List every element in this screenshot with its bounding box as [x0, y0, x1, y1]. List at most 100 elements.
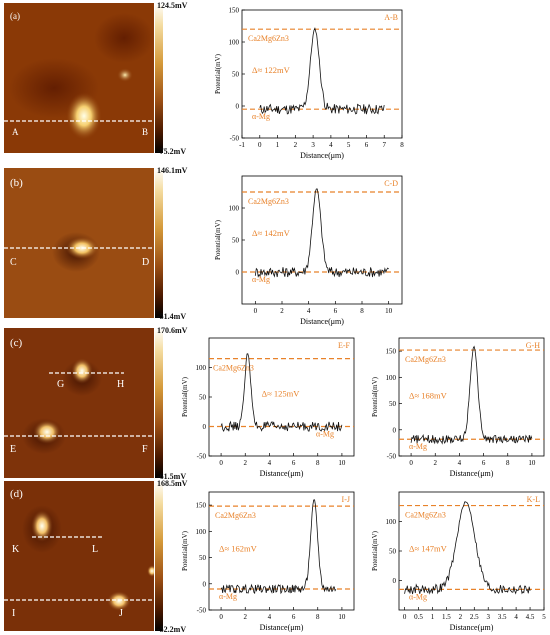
x-tick-label: 4: [458, 459, 462, 467]
x-tick-label: 5: [347, 141, 351, 149]
colorbar-c: [155, 328, 163, 478]
x-tick-label: 2: [244, 459, 248, 467]
potential-difference-label: Δ≈ 122mV: [252, 65, 291, 75]
y-tick-label: 0: [203, 423, 207, 431]
x-tick-label: 2: [459, 613, 463, 621]
potential-profile-line: [220, 353, 343, 433]
x-tick-label: 2.5: [470, 613, 479, 621]
x-tick-label: 4: [268, 613, 272, 621]
y-axis-label: Potential(mV): [214, 219, 222, 260]
y-tick-label: 50: [232, 71, 240, 79]
y-tick-label: -50: [197, 453, 207, 461]
x-tick-label: 2: [280, 307, 284, 315]
plot-frame: [241, 175, 403, 305]
panel-label: (d): [10, 488, 23, 500]
y-axis-label: Potential(mV): [181, 376, 189, 417]
point-label-i: I: [12, 608, 15, 619]
x-tick-label: 0: [219, 613, 223, 621]
y-tick-label: -50: [197, 607, 207, 615]
potential-difference-label: Δ≈ 125mV: [262, 389, 301, 399]
x-tick-label: 1.5: [442, 613, 451, 621]
x-tick-label: 0: [219, 459, 223, 467]
potential-profile-line: [404, 501, 531, 595]
y-tick-label: 0: [203, 580, 207, 588]
profile-plot-c-d: 0 2 4 6 8 10050100Distance(μm)Potential(mV)C-…: [214, 175, 403, 326]
x-tick-label: 2: [244, 613, 248, 621]
x-axis-label: Distance(μm): [300, 317, 344, 326]
afm-map-b: (b) C D: [4, 168, 154, 318]
precipitate-phase-label: Ca2Mg6Zn3: [213, 364, 254, 373]
x-tick-label: 0: [403, 613, 407, 621]
y-axis-label: Potential(mV): [181, 530, 189, 571]
potential-profile-line: [259, 27, 385, 115]
x-tick-label: 4: [268, 459, 272, 467]
x-axis-label: Distance(μm): [260, 469, 304, 478]
plot-frame: [398, 337, 545, 457]
colorbar-max: 124.5mV: [157, 1, 188, 10]
x-tick-label: 1: [431, 613, 435, 621]
x-tick-label: 3: [486, 613, 490, 621]
afm-map-d: (d) K L I J: [4, 481, 154, 631]
y-tick-label: 100: [386, 518, 397, 526]
point-label-f: F: [142, 444, 148, 455]
matrix-phase-label: α-Mg: [409, 592, 427, 601]
x-tick-label: 0.5: [414, 613, 423, 621]
x-tick-label: 8: [400, 141, 404, 149]
y-tick-label: 150: [196, 502, 207, 510]
x-tick-label: 8: [506, 459, 510, 467]
x-tick-label: 8: [360, 307, 364, 315]
profile-plot-e-f: 0 2 4 6 8 10 -50 0 50 100 Distance(μm) Potential(mV…: [181, 337, 355, 478]
point-label-c: C: [10, 257, 17, 268]
matrix-phase-label: α-Mg: [409, 442, 427, 451]
line-label: G-H: [526, 341, 540, 350]
y-tick-label: 100: [229, 39, 240, 47]
x-tick-label: 6: [334, 307, 338, 315]
colorbar-max: 146.1mV: [157, 166, 188, 175]
x-tick-label: 2: [434, 459, 438, 467]
potential-profile-line: [254, 188, 389, 278]
point-label-e: E: [10, 444, 16, 455]
line-label: C-D: [384, 179, 398, 188]
line-label: E-F: [338, 341, 351, 350]
colorbar-min: -75.2mV: [157, 147, 187, 156]
potential-difference-label: Δ≈ 142mV: [252, 228, 291, 238]
point-label-h: H: [117, 379, 124, 390]
x-tick-label: 7: [382, 141, 386, 149]
colorbar-min: -61.5mV: [157, 472, 187, 481]
x-axis-label: Distance(μm): [450, 469, 494, 478]
profile-plot-g-h: 0 2 4 6 8 10 -50 0 50 100 150 Distance(μm) Potential…: [371, 337, 545, 478]
colorbar-d: [155, 481, 163, 631]
y-tick-label: 0: [236, 269, 240, 277]
y-axis-label: Potential(mV): [214, 53, 222, 94]
x-tick-label: 10: [338, 459, 346, 467]
line-label: I-J: [342, 495, 350, 504]
point-label-a: A: [12, 127, 19, 137]
x-axis-label: Distance(μm): [300, 151, 344, 160]
x-tick-label: 10: [528, 459, 536, 467]
y-tick-label: 150: [229, 7, 240, 15]
y-tick-label: 50: [389, 548, 397, 556]
afm-map-a: (a) A B: [4, 3, 154, 153]
x-tick-label: 4: [329, 141, 333, 149]
x-tick-label: 0: [258, 141, 262, 149]
y-axis-label: Potential(mV): [371, 376, 379, 417]
panel-label: (c): [10, 337, 23, 349]
x-tick-label: 5: [542, 613, 546, 621]
x-tick-label: 8: [316, 613, 320, 621]
matrix-phase-label: α-Mg: [252, 112, 270, 121]
x-tick-label: 4.5: [526, 613, 535, 621]
point-label-k: K: [12, 544, 20, 555]
x-tick-label: 6: [365, 141, 369, 149]
point-label-g: G: [57, 379, 64, 390]
y-tick-label: 50: [199, 554, 207, 562]
y-tick-label: 100: [196, 364, 207, 372]
x-tick-label: 3.5: [498, 613, 507, 621]
matrix-phase-label: α-Mg: [219, 592, 237, 601]
x-tick-label: 0: [254, 307, 258, 315]
y-tick-label: 50: [232, 237, 240, 245]
colorbar-b: [155, 168, 163, 318]
y-tick-label: 0: [236, 103, 240, 111]
potential-profile-line: [220, 499, 337, 595]
x-tick-label: 0: [409, 459, 413, 467]
colorbar-a: [155, 3, 163, 153]
